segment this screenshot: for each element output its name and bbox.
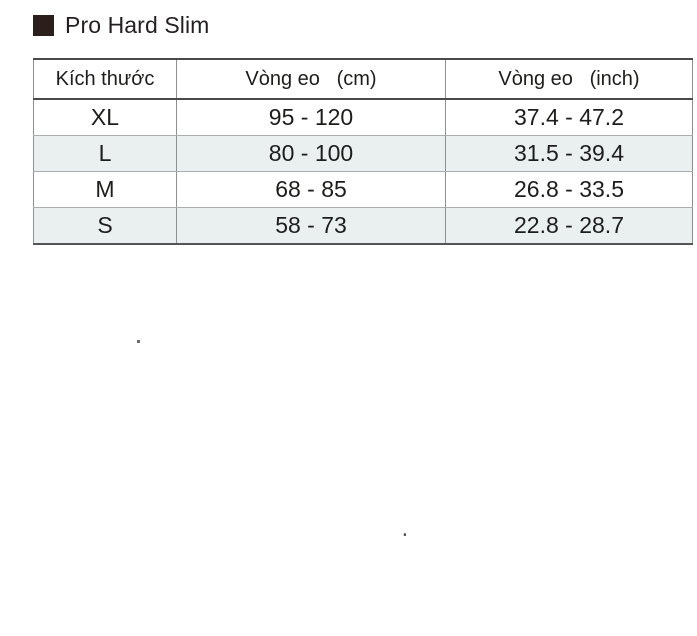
column-header-waist-inch-label: Vòng eo (inch) (498, 67, 640, 90)
column-header-size: Kích thước (33, 59, 177, 100)
table-row: XL 95 - 120 37.4 - 47.2 (33, 99, 693, 136)
page-title: Pro Hard Slim (33, 10, 209, 40)
cell-size: S (33, 207, 177, 244)
table-row: M 68 - 85 26.8 - 33.5 (33, 171, 693, 208)
column-header-size-label: Kích thước (55, 67, 155, 90)
cell-size: M (33, 171, 177, 208)
cell-waist-cm: 58 - 73 (176, 207, 446, 244)
square-bullet-icon (33, 14, 54, 36)
column-header-waist-cm: Vòng eo (cm) (176, 59, 446, 100)
scan-speck (401, 533, 406, 536)
cell-waist-cm: 80 - 100 (176, 135, 446, 172)
table-header-row: Kích thước Vòng eo (cm) Vòng eo (inch) (33, 59, 693, 100)
table-row: L 80 - 100 31.5 - 39.4 (33, 135, 693, 172)
column-header-waist-inch: Vòng eo (inch) (445, 59, 693, 100)
cell-waist-inch: 22.8 - 28.7 (445, 207, 693, 244)
cell-waist-inch: 31.5 - 39.4 (445, 135, 693, 172)
column-header-waist-cm-label: Vòng eo (cm) (245, 67, 377, 90)
size-chart: Kích thước Vòng eo (cm) Vòng eo (inch) X… (33, 58, 693, 245)
cell-size: XL (33, 99, 177, 136)
cell-waist-inch: 26.8 - 33.5 (445, 171, 693, 208)
cell-waist-inch: 37.4 - 47.2 (445, 99, 693, 136)
cell-size: L (33, 135, 177, 172)
cell-waist-cm: 95 - 120 (176, 99, 446, 136)
page-title-label: Pro Hard Slim (65, 11, 210, 38)
table-row: S 58 - 73 22.8 - 28.7 (33, 207, 693, 244)
scan-speck (137, 340, 140, 343)
cell-waist-cm: 68 - 85 (176, 171, 446, 208)
size-chart-table: Kích thước Vòng eo (cm) Vòng eo (inch) X… (33, 58, 693, 245)
